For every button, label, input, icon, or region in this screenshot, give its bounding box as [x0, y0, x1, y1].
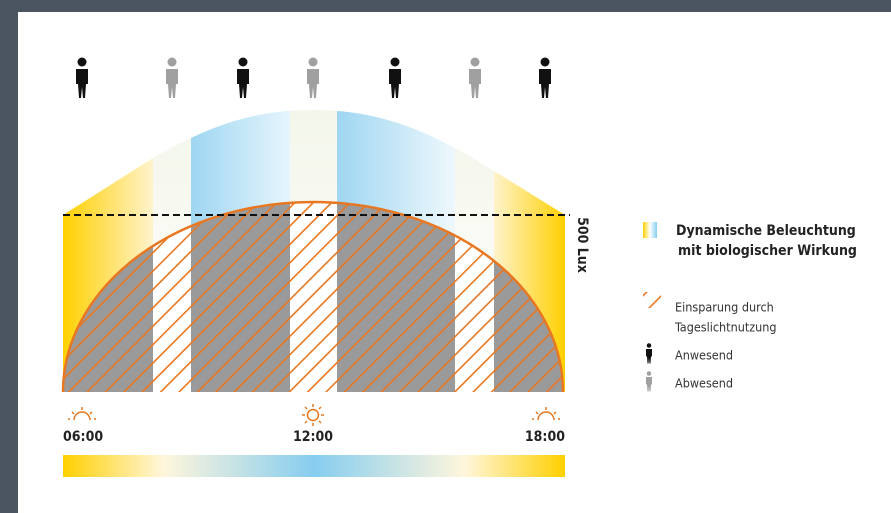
legend-text: Dynamische Beleuchtung — [676, 223, 856, 239]
time-label: 18:00 — [525, 429, 565, 445]
legend-text: mit biologischer Wirkung — [678, 243, 857, 259]
lux-label: 500 Lux — [574, 217, 590, 273]
legend-text: Anwesend — [675, 348, 733, 363]
time-label: 12:00 — [293, 429, 333, 445]
time-label: 06:00 — [63, 429, 103, 445]
legend-hatch — [643, 292, 661, 308]
legend-text: Einsparung durch — [675, 300, 774, 315]
color-bar — [63, 455, 565, 477]
daylight-curve — [61, 200, 565, 393]
sun-icons — [68, 404, 560, 426]
legend-text: Abwesend — [675, 376, 733, 391]
legend-text: Tageslichtnutzung — [674, 320, 777, 335]
legend-swatch — [643, 222, 657, 238]
